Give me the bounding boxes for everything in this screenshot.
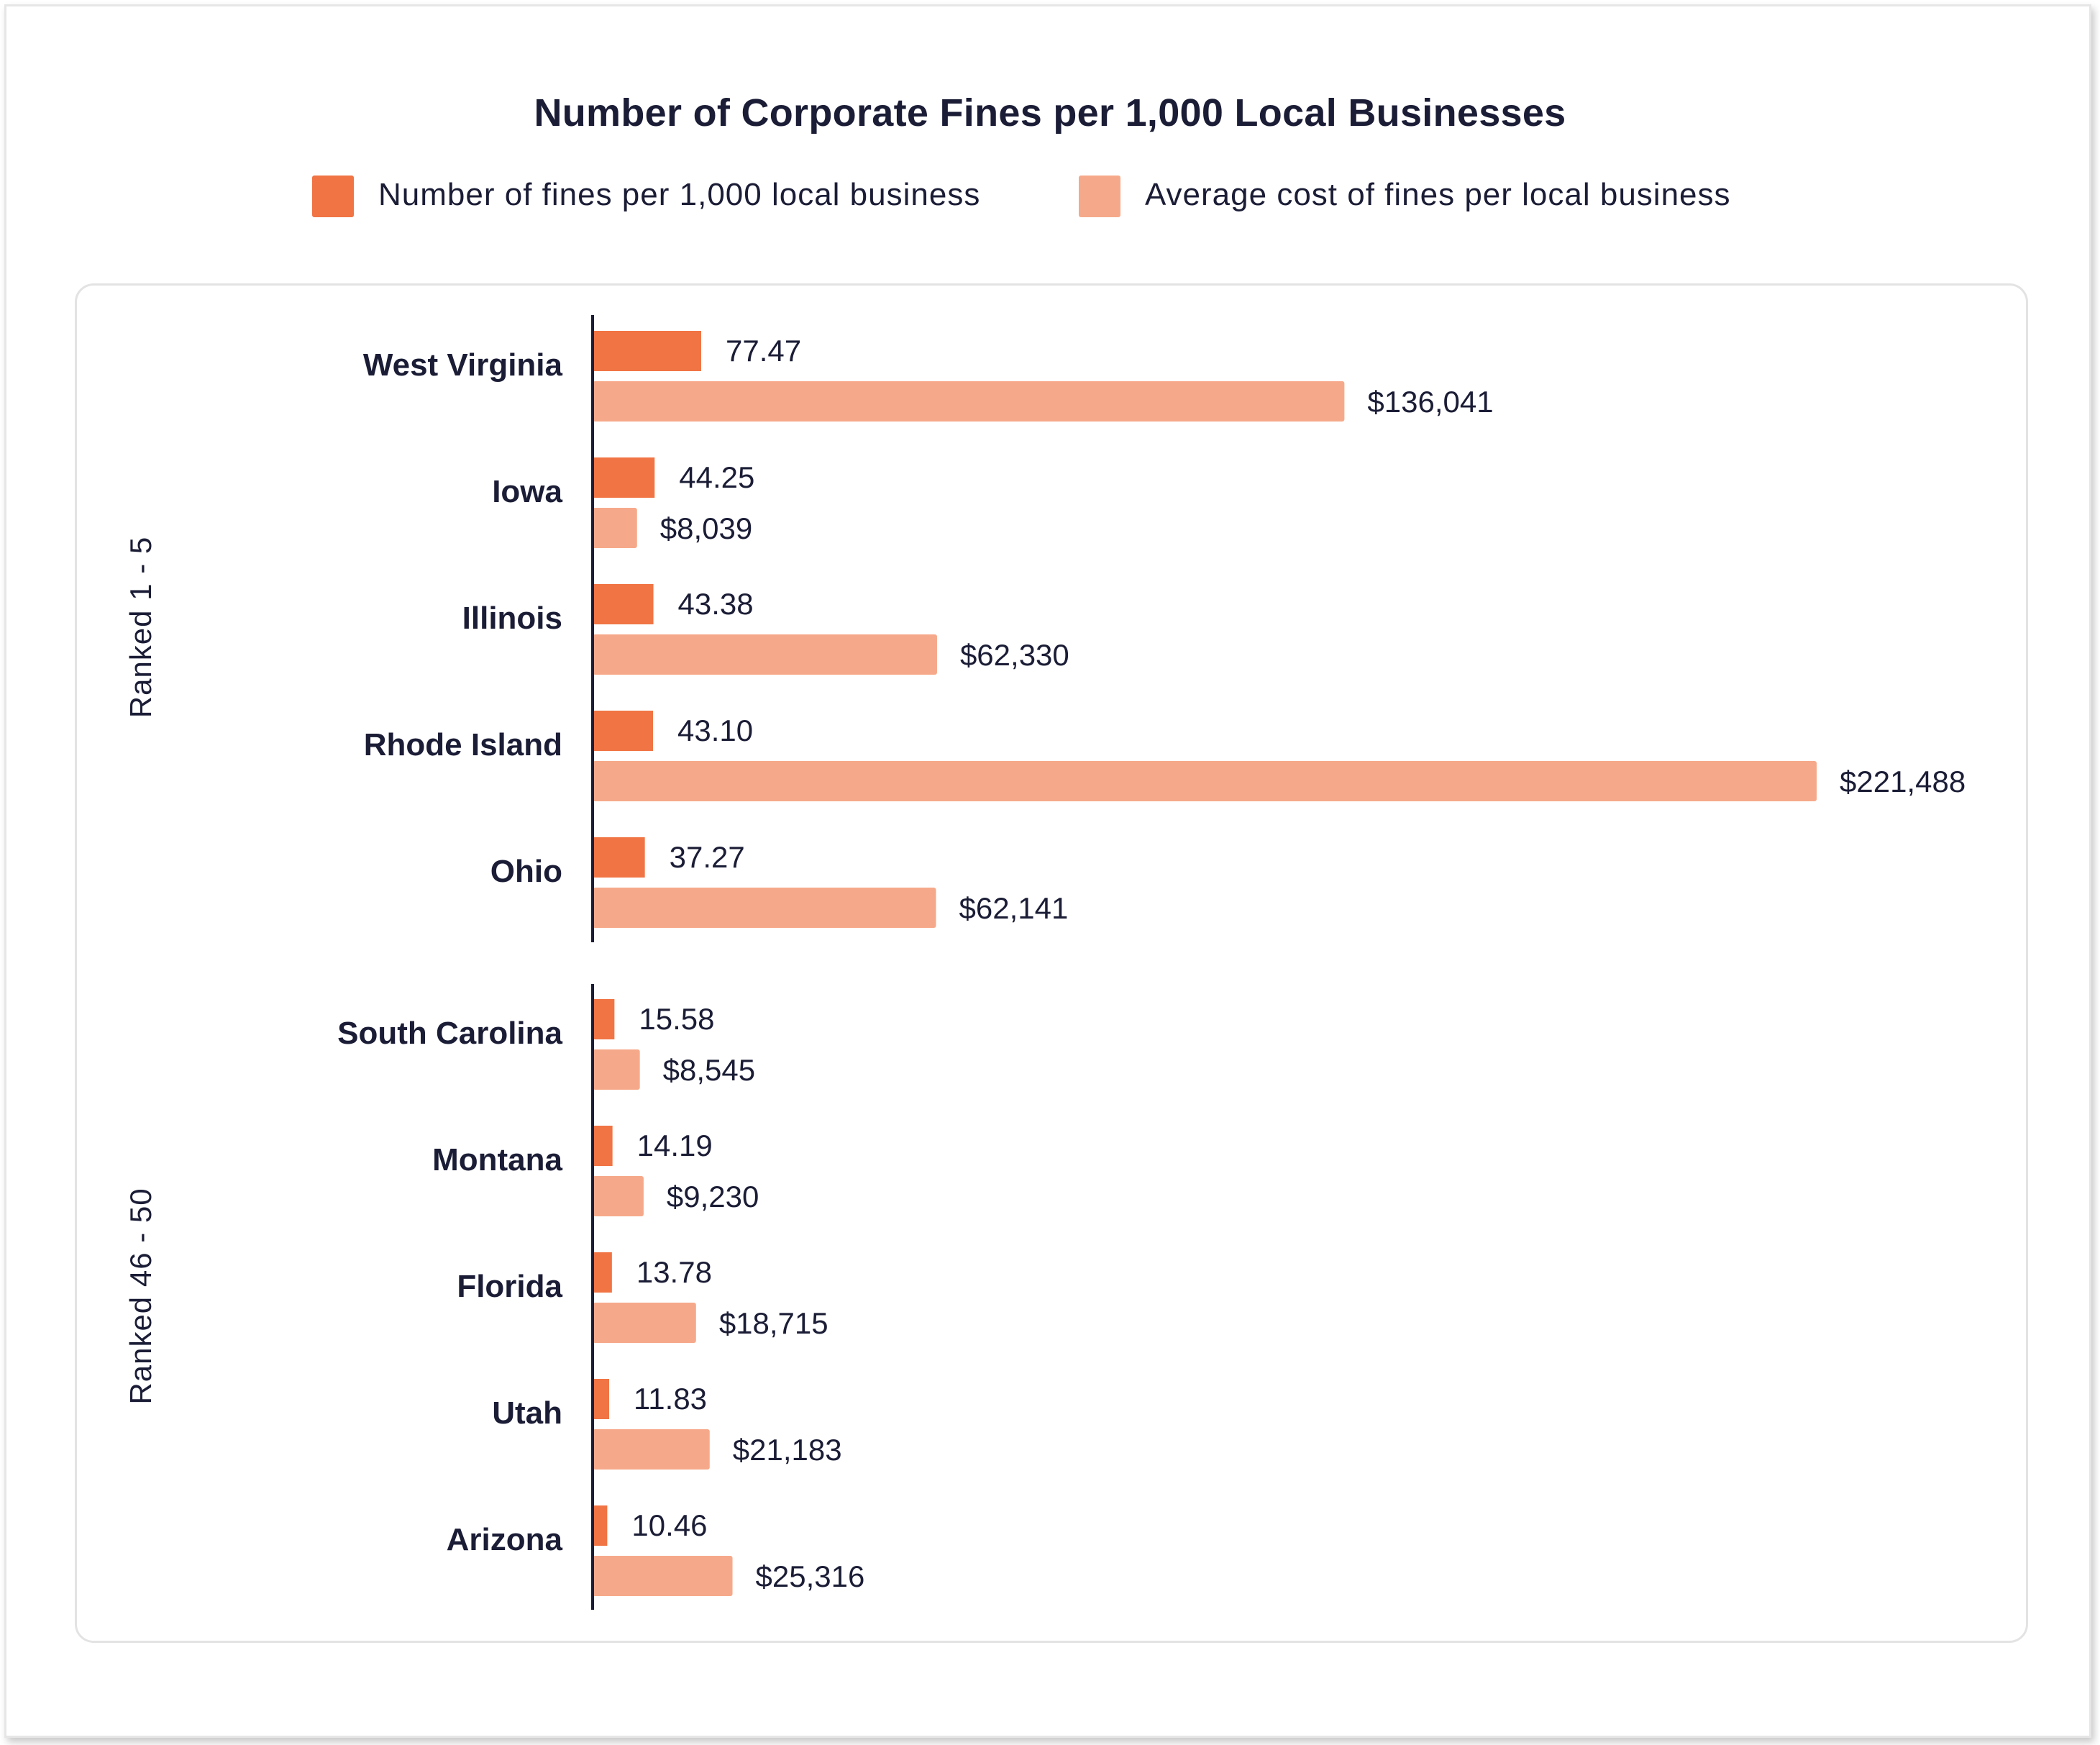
value-label-fines-montana: 14.19 <box>637 1129 713 1162</box>
category-label-west-virginia: West Virginia <box>363 347 563 383</box>
category-label-illinois: Illinois <box>462 601 562 636</box>
bar-cost-montana <box>593 1176 644 1216</box>
legend: Number of fines per 1,000 local business… <box>0 174 2100 217</box>
value-label-fines-west-virginia: 77.47 <box>726 334 801 368</box>
legend-label-fines: Number of fines per 1,000 local business <box>378 177 981 212</box>
bar-fines-utah <box>593 1379 610 1419</box>
value-label-cost-illinois: $62,330 <box>960 638 1069 672</box>
value-label-fines-south-carolina: 15.58 <box>639 1002 714 1036</box>
value-label-cost-ohio: $62,141 <box>959 891 1069 925</box>
value-label-cost-montana: $9,230 <box>667 1180 759 1213</box>
category-label-montana: Montana <box>432 1142 562 1177</box>
category-label-ohio: Ohio <box>490 854 562 889</box>
category-label-florida: Florida <box>457 1269 562 1304</box>
bar-cost-south-carolina <box>593 1049 640 1090</box>
bar-fines-montana <box>593 1126 613 1166</box>
value-label-cost-iowa: $8,039 <box>660 511 752 545</box>
category-label-rhode-island: Rhode Island <box>364 727 562 762</box>
value-label-fines-iowa: 44.25 <box>679 460 754 494</box>
bar-cost-rhode-island <box>593 761 1817 801</box>
value-label-fines-illinois: 43.38 <box>678 587 754 621</box>
bar-fines-florida <box>593 1252 612 1293</box>
bar-cost-iowa <box>593 508 637 548</box>
value-label-fines-rhode-island: 43.10 <box>677 714 753 747</box>
chart-panel <box>75 283 2028 1643</box>
category-label-south-carolina: South Carolina <box>337 1016 562 1051</box>
bar-cost-illinois <box>593 634 937 675</box>
bar-fines-rhode-island <box>593 711 654 751</box>
value-label-cost-florida: $18,715 <box>719 1306 828 1340</box>
value-label-cost-west-virginia: $136,041 <box>1367 385 1493 419</box>
bar-fines-ohio <box>593 837 645 878</box>
bar-fines-iowa <box>593 457 655 498</box>
bar-fines-west-virginia <box>593 331 701 371</box>
legend-label-cost: Average cost of fines per local business <box>1145 177 1731 212</box>
bar-fines-illinois <box>593 584 654 624</box>
bar-cost-ohio <box>593 888 936 928</box>
value-label-cost-rhode-island: $221,488 <box>1840 765 1966 798</box>
value-label-fines-florida: 13.78 <box>636 1255 712 1289</box>
category-label-utah: Utah <box>492 1395 562 1431</box>
value-label-cost-arizona: $25,316 <box>756 1559 865 1593</box>
bar-cost-florida <box>593 1303 696 1343</box>
bar-cost-west-virginia <box>593 381 1345 422</box>
value-label-cost-utah: $21,183 <box>733 1433 842 1467</box>
value-label-cost-south-carolina: $8,545 <box>663 1053 755 1087</box>
category-label-arizona: Arizona <box>447 1522 563 1557</box>
chart-title: Number of Corporate Fines per 1,000 Loca… <box>534 91 1566 135</box>
legend-swatch-fines <box>312 176 354 217</box>
value-label-fines-ohio: 37.27 <box>670 840 745 874</box>
value-label-fines-utah: 11.83 <box>634 1382 707 1416</box>
bar-fines-south-carolina <box>593 999 615 1039</box>
bar-fines-arizona <box>593 1505 608 1546</box>
legend-swatch-cost <box>1079 176 1120 217</box>
bar-cost-arizona <box>593 1556 733 1596</box>
value-label-fines-arizona: 10.46 <box>631 1508 707 1542</box>
bar-cost-utah <box>593 1429 710 1470</box>
category-label-iowa: Iowa <box>492 474 562 509</box>
